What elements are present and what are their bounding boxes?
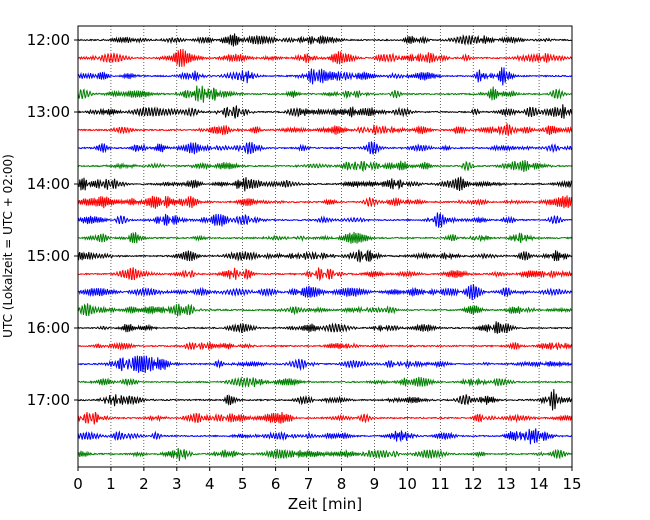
trace-10: [77, 195, 573, 209]
trace-17: [77, 321, 573, 334]
x-tick-label: 5: [238, 475, 248, 493]
trace-13: [77, 249, 573, 263]
y-tick-label: 13:00: [27, 103, 70, 121]
y-tick-label: 17:00: [27, 391, 70, 409]
x-tick-label: 7: [304, 475, 314, 493]
trace-22: [77, 411, 573, 425]
trace-20: [77, 376, 572, 389]
trace-14: [77, 267, 573, 282]
trace-12: [77, 231, 573, 244]
x-tick-label: 14: [530, 475, 549, 493]
x-tick-label: 3: [172, 475, 182, 493]
trace-7: [77, 141, 572, 155]
trace-9: [77, 176, 573, 192]
x-tick-label: 6: [271, 475, 281, 493]
trace-5: [77, 104, 573, 119]
y-tick-label: 16:00: [27, 319, 70, 337]
trace-11: [77, 212, 572, 228]
trace-2: [77, 48, 573, 67]
y-tick-label: 14:00: [27, 175, 70, 193]
seismogram-traces: [77, 33, 573, 462]
trace-19: [77, 355, 572, 373]
trace-3: [77, 67, 572, 86]
plot-frame: [77, 25, 573, 468]
y-axis-label: UTC (Lokalzeit = UTC + 02:00): [1, 154, 15, 338]
trace-6: [77, 123, 573, 136]
trace-24: [77, 448, 573, 462]
y-axis-ticks: 12:00 13:00 14:00 15:00 16:00 17:00: [27, 31, 78, 409]
trace-16: [77, 303, 572, 317]
trace-23: [77, 428, 572, 445]
x-tick-label: 4: [205, 475, 215, 493]
x-tick-label: 9: [370, 475, 380, 493]
x-tick-label: 0: [73, 475, 83, 493]
trace-4: [77, 85, 573, 103]
y-tick-label: 15:00: [27, 247, 70, 265]
trace-18: [77, 341, 573, 351]
x-axis-ticks: 0 1 2 3 4 5 6 7 8 9 10 11 12 13 14 15: [73, 467, 582, 493]
y-tick-label: 12:00: [27, 31, 70, 49]
x-tick-label: 13: [497, 475, 516, 493]
x-axis-label: Zeit [min]: [288, 495, 362, 513]
trace-8: [77, 160, 573, 173]
x-tick-label: 11: [431, 475, 450, 493]
x-tick-label: 12: [464, 475, 483, 493]
x-tick-label: 2: [139, 475, 149, 493]
x-tick-label: 10: [398, 475, 417, 493]
trace-1: [77, 33, 572, 47]
trace-15: [77, 284, 573, 301]
x-tick-label: 1: [106, 475, 116, 493]
trace-21: [77, 389, 573, 411]
x-tick-label: 8: [337, 475, 347, 493]
x-tick-label: 15: [562, 475, 581, 493]
